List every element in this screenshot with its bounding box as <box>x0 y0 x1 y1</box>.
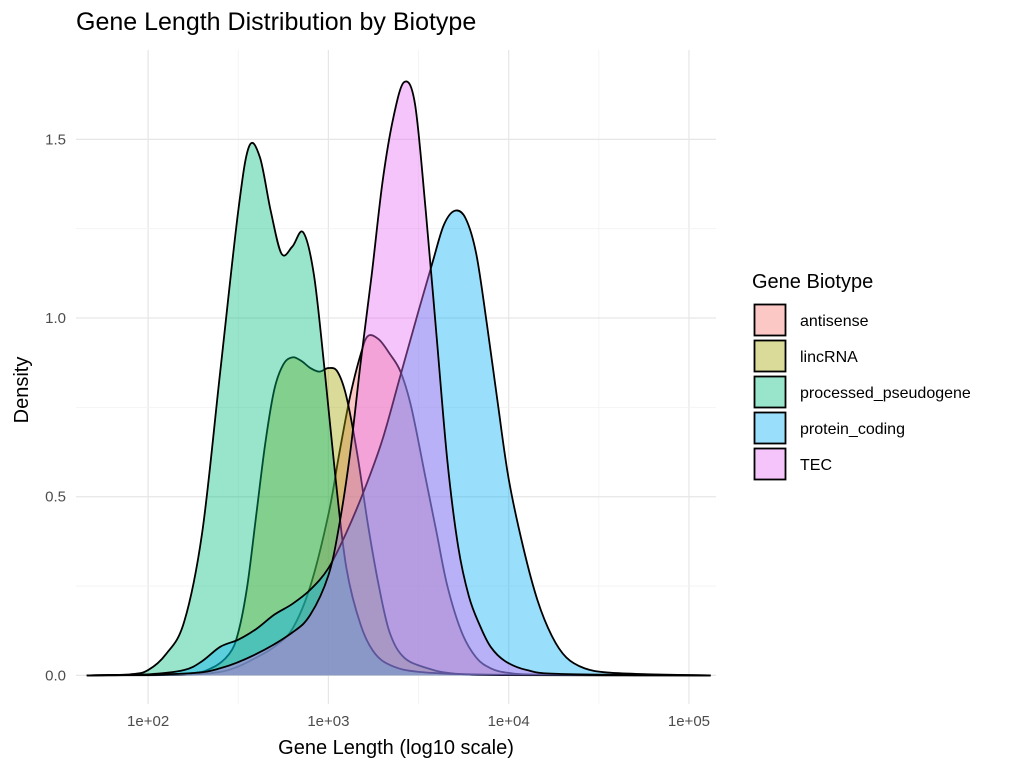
legend-key-protein-coding <box>753 411 787 445</box>
x-axis-ticks: 1e+02 1e+03 1e+04 1e+05 <box>127 713 710 730</box>
legend-key-TEC <box>753 447 787 481</box>
legend-key-bg <box>753 447 787 481</box>
y-tick-label: 0.5 <box>45 489 66 506</box>
y-tick-label: 1.0 <box>45 310 66 327</box>
legend-key-processed-pseudogene <box>753 375 787 409</box>
density-outline-processed-pseudogene <box>86 141 711 677</box>
density-areas <box>86 80 711 677</box>
legend-title: Gene Biotype <box>752 271 873 293</box>
y-axis-label: Density <box>11 357 33 424</box>
legend-key-bg <box>753 375 787 409</box>
density-series-antisense <box>86 334 711 677</box>
x-tick-label: 1e+05 <box>668 713 710 730</box>
grid-lines <box>76 50 716 704</box>
legend-item-protein-coding: protein_coding <box>753 411 905 445</box>
x-tick-label: 1e+04 <box>488 713 530 730</box>
x-tick-label: 1e+03 <box>307 713 349 730</box>
y-axis-ticks: 0.0 0.5 1.0 1.5 <box>45 131 66 684</box>
chart-title: Gene Length Distribution by Biotype <box>76 8 476 36</box>
density-outline-antisense <box>86 334 711 677</box>
density-series-TEC <box>86 80 711 677</box>
density-fill-antisense <box>86 335 711 676</box>
x-tick-label: 1e+02 <box>127 713 169 730</box>
density-series-processed-pseudogene <box>86 141 711 677</box>
legend-key-bg <box>753 411 787 445</box>
legend-key-bg <box>753 339 787 373</box>
density-fill-TEC <box>86 81 711 676</box>
y-tick-label: 1.5 <box>45 131 66 148</box>
density-outline-TEC <box>86 80 711 677</box>
legend-label-processed-pseudogene: processed_pseudogene <box>800 385 971 402</box>
legend: Gene Biotype antisense lincRNA processed_p… <box>752 271 971 481</box>
legend-key-bg <box>753 303 787 337</box>
y-tick-label: 0.0 <box>45 667 66 684</box>
density-outline-protein-coding <box>86 209 711 677</box>
density-series-lincRNA <box>86 356 711 677</box>
x-axis-label: Gene Length (log10 scale) <box>278 737 514 759</box>
density-outline-lincRNA <box>86 356 711 677</box>
legend-label-TEC: TEC <box>800 457 832 474</box>
legend-label-protein-coding: protein_coding <box>800 421 905 438</box>
legend-item-antisense: antisense <box>753 303 869 337</box>
legend-label-antisense: antisense <box>800 313 869 330</box>
legend-label-lincRNA: lincRNA <box>800 349 858 366</box>
density-fill-protein-coding <box>86 210 711 676</box>
legend-key-antisense <box>753 303 787 337</box>
legend-item-lincRNA: lincRNA <box>753 339 858 373</box>
density-fill-processed-pseudogene <box>86 142 711 676</box>
density-series-protein-coding <box>86 209 711 677</box>
legend-item-processed-pseudogene: processed_pseudogene <box>753 375 971 409</box>
legend-key-lincRNA <box>753 339 787 373</box>
legend-item-TEC: TEC <box>753 447 832 481</box>
legend-items: antisense lincRNA processed_pseudogeneprot… <box>753 303 971 481</box>
